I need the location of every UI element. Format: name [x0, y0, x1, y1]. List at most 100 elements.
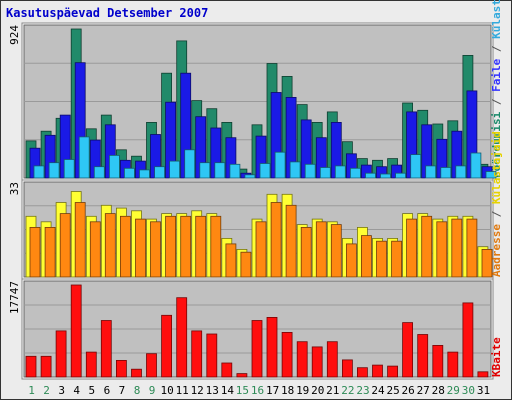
x-tick-label: 24 [371, 384, 385, 397]
bar-aadresse [406, 218, 418, 278]
bar-aadresse [165, 215, 177, 278]
bar-aadresse [421, 215, 433, 278]
x-tick-label: 14 [221, 384, 235, 397]
bar-k-lastusi [380, 173, 391, 179]
x-tick-label: 25 [386, 384, 399, 397]
bar-k-lastusi [425, 165, 437, 179]
bar-kbaite [176, 297, 188, 378]
bar-aadresse [255, 221, 267, 278]
bar-kbaite [402, 322, 414, 378]
bar-aadresse [360, 235, 372, 278]
bar-aadresse [285, 204, 297, 278]
bar-k-lastusi [274, 151, 286, 179]
legend-label-part: Külastusi [490, 0, 503, 39]
bar-aadresse [44, 226, 56, 278]
x-tick-label: 12 [191, 384, 204, 397]
bar-aadresse [135, 218, 146, 278]
bar-kbaite [417, 334, 429, 378]
bar-k-lastusi [139, 169, 150, 179]
x-tick-label: 7 [119, 384, 126, 397]
bar-k-lastusi [455, 165, 467, 179]
bar-kbaite [281, 331, 293, 378]
bar-k-lastusi [244, 174, 256, 179]
bar-k-lastusi [124, 167, 135, 179]
bar-aadresse [180, 215, 192, 278]
bar-k-lastusi [169, 160, 181, 179]
bar-k-lastusi [229, 163, 241, 179]
x-tick-label: 9 [149, 384, 156, 397]
bar-k-lastusi [214, 162, 226, 179]
bar-aadresse [240, 251, 252, 278]
bar-k-lastusi [154, 166, 166, 179]
bar-kbaite [70, 284, 82, 378]
bar-aadresse [315, 221, 327, 278]
legend-label-part: Aadresse [490, 224, 503, 277]
bar-aadresse [376, 240, 387, 278]
bar-k-lastusi [349, 167, 361, 179]
bar-aadresse [150, 221, 161, 278]
bar-aadresse [436, 221, 448, 278]
legend-label: Aadresse / Külastajaid [490, 131, 503, 277]
legend-label: KBaite [490, 337, 503, 377]
bar-kbaite [25, 355, 37, 378]
legend-label-part: Külastajaid [490, 131, 503, 204]
panel-top: 924 Pöördumisi / Faile / Külastusi [8, 0, 503, 181]
x-tick-label: 18 [281, 384, 294, 397]
x-tick-label: 10 [160, 384, 173, 397]
bar-k-lastusi [319, 167, 331, 179]
x-tick-label: 23 [356, 384, 369, 397]
bar-k-lastusi [63, 159, 75, 179]
x-tick-label: 6 [104, 384, 111, 397]
bar-k-lastusi [289, 161, 301, 179]
bar-kbaite [100, 320, 112, 378]
bar-aadresse [29, 226, 41, 278]
bar-k-lastusi [109, 154, 120, 179]
x-tick-label: 2 [43, 384, 50, 397]
bar-aadresse [270, 202, 282, 278]
bar-aadresse [330, 224, 342, 278]
x-tick-label: 3 [58, 384, 65, 397]
x-tick-label: 28 [432, 384, 445, 397]
bar-k-lastusi [33, 165, 45, 179]
x-tick-label: 27 [417, 384, 430, 397]
x-tick-label: 20 [311, 384, 324, 397]
bar-k-lastusi [365, 172, 376, 179]
bar-k-lastusi [334, 165, 346, 179]
bar-aadresse [120, 215, 131, 278]
bar-aadresse [74, 202, 86, 278]
x-tick-label: 30 [462, 384, 475, 397]
bar-k-lastusi [485, 171, 497, 179]
x-tick-label: 1 [28, 384, 35, 397]
bar-kbaite [161, 314, 173, 378]
bar-kbaite [146, 353, 157, 378]
legend-label: Pöördumisi / Faile / Külastusi [490, 0, 503, 178]
bar-kbaite [296, 341, 308, 378]
legend-label-part: / [490, 39, 503, 59]
bar-kbaite [191, 330, 203, 378]
x-tick-label: 26 [401, 384, 414, 397]
x-tick-label: 5 [88, 384, 95, 397]
x-tick-label: 13 [206, 384, 219, 397]
bar-k-lastusi [410, 154, 422, 179]
bar-kbaite [326, 341, 338, 378]
bar-aadresse [466, 218, 478, 278]
x-tick-label: 8 [134, 384, 141, 397]
legend-label-part: Faile [490, 58, 503, 91]
bar-kbaite [356, 367, 368, 378]
bar-kbaite [221, 362, 233, 378]
legend-label-part: / [490, 92, 503, 112]
bar-kbaite [462, 302, 474, 378]
bar-kbaite [55, 330, 67, 378]
bar-kbaite [477, 371, 489, 378]
y-tick-label: 924 [8, 25, 21, 45]
bar-k-lastusi [259, 163, 271, 179]
panel-bottom: 17747 KBaite [8, 278, 503, 380]
bar-aadresse [210, 215, 222, 278]
bar-k-lastusi [199, 162, 211, 179]
bar-aadresse [345, 243, 357, 278]
legend-label-part: / [490, 204, 503, 224]
bar-kbaite [116, 359, 127, 378]
bar-aadresse [89, 221, 101, 278]
bar-k-lastusi [48, 162, 60, 179]
